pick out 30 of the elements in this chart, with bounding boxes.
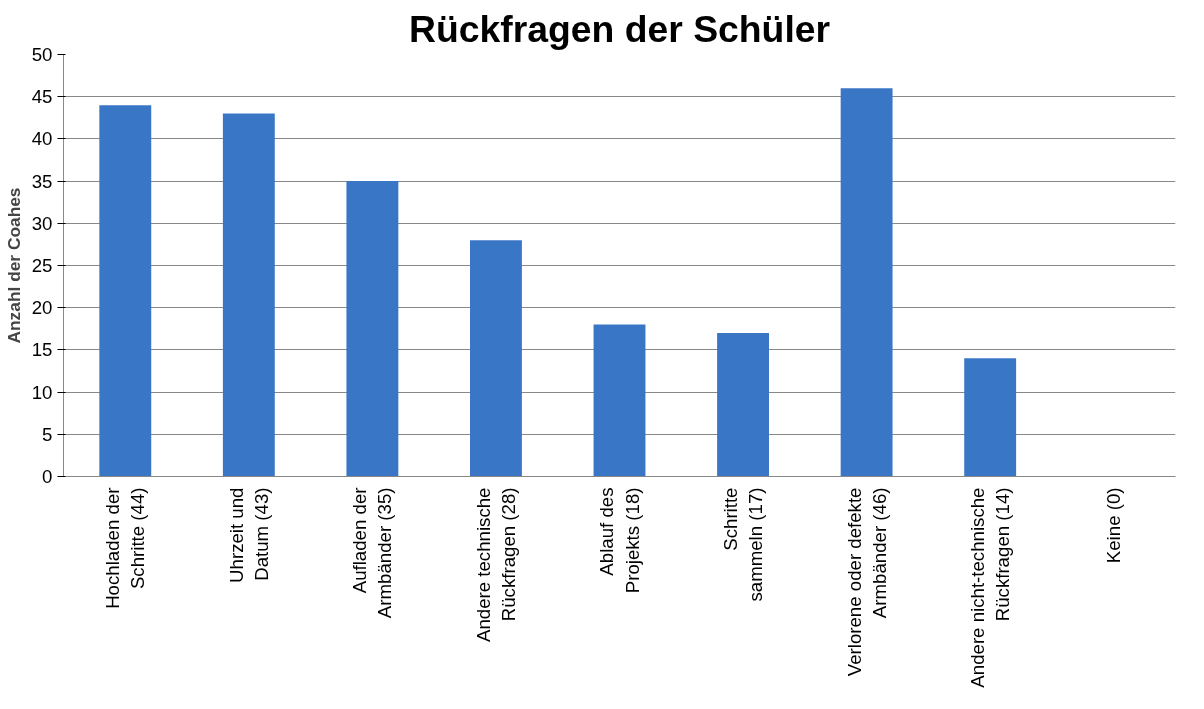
y-tick-label: 50 [31, 44, 53, 65]
y-tick-label: 10 [31, 381, 53, 403]
bar [346, 181, 399, 477]
bar [593, 324, 646, 477]
x-tick-label: Aufladen der Armbänder (35) [349, 487, 396, 619]
y-tick-label: 30 [31, 212, 53, 234]
x-tick-label: Andere technische Rückfragen (28) [472, 487, 520, 643]
chart-title: Rückfragen der Schüler [408, 7, 831, 50]
bar [964, 358, 1017, 477]
x-tick-label: Verlorene oder defekte Armbänder (46) [843, 487, 890, 677]
x-tick-label: Andere nicht-technische Rückfragen (14) [967, 487, 1014, 688]
y-tick-label: 20 [31, 297, 53, 319]
x-tick-label: Keine (0) [1103, 487, 1125, 564]
x-tick-label: Hochladen der Schritte (44) [102, 487, 149, 609]
y-tick-label: 35 [31, 170, 53, 192]
y-tick-label: 5 [42, 423, 53, 445]
bar [222, 113, 275, 477]
bar [840, 88, 893, 477]
y-tick-label: 0 [42, 466, 53, 487]
x-tick-label: Uhrzeit und Datum (43) [225, 487, 272, 583]
y-tick-label: 25 [31, 255, 53, 276]
bar [470, 240, 522, 477]
x-tick-label: Ablauf des Projekts (18) [596, 487, 643, 594]
bar [717, 333, 769, 477]
y-tick-label: 40 [31, 128, 53, 150]
bar [99, 105, 152, 477]
y-axis-title: Anzahl der Coahes [3, 187, 24, 344]
y-tick-label: 45 [31, 86, 53, 108]
y-tick-label: 15 [31, 339, 53, 361]
x-tick-label: Schritte sammeln (17) [719, 487, 767, 602]
